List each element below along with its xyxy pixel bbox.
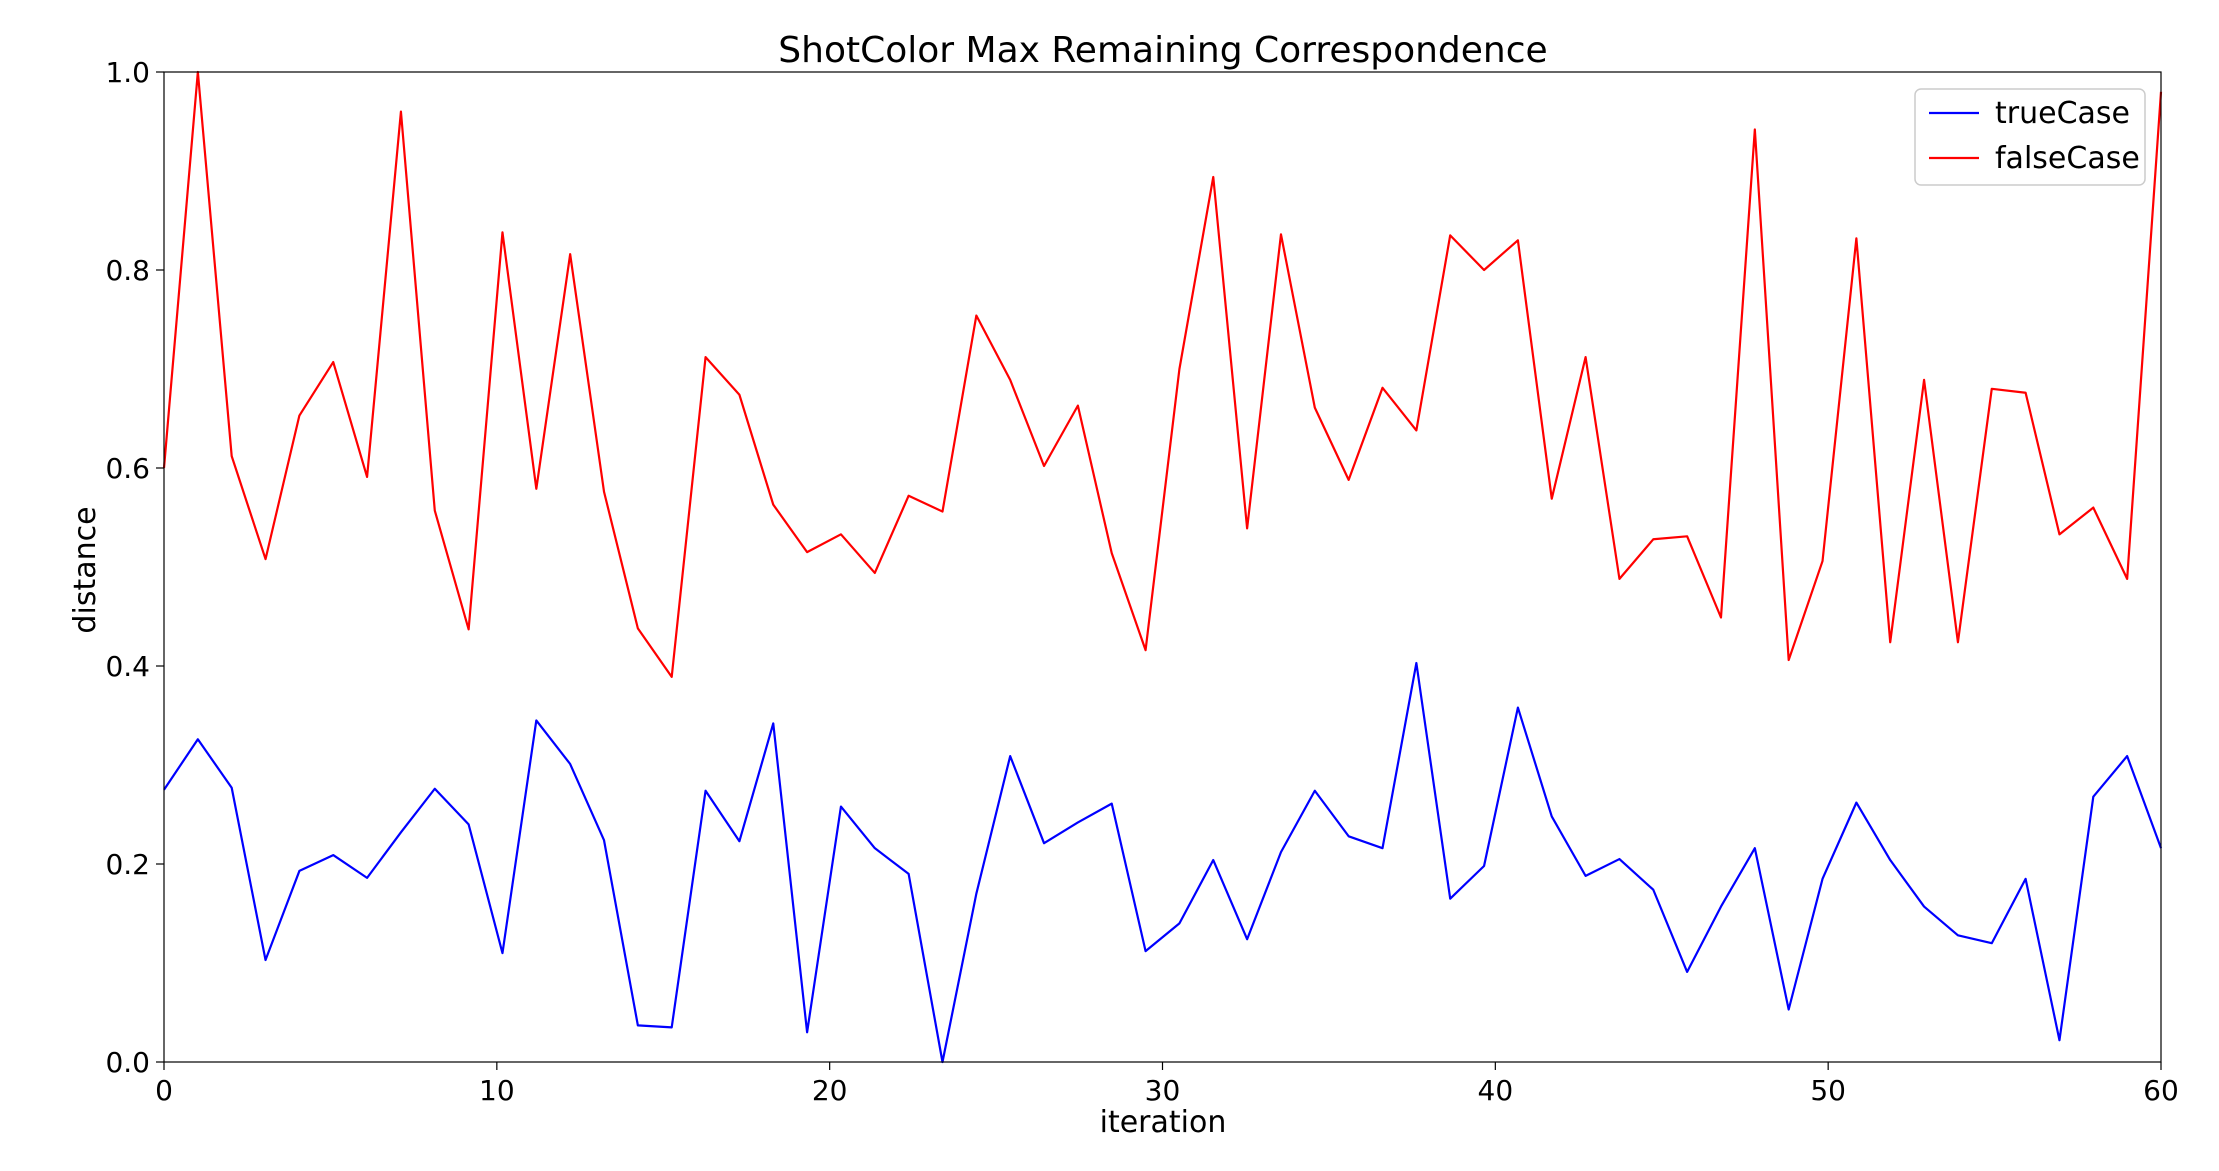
plot-frame — [163, 71, 2162, 1063]
y-tick-label: 0.6 — [105, 452, 150, 485]
plot-area — [162, 70, 2163, 1064]
y-tick-label: 0.4 — [105, 650, 150, 683]
x-axis: 0 10 20 30 40 50 60 — [155, 1062, 2179, 1107]
x-tick-label: 60 — [2143, 1074, 2179, 1107]
legend: trueCase falseCase — [1914, 88, 2146, 186]
y-tick-label: 0.2 — [105, 848, 150, 881]
x-tick-label: 0 — [155, 1074, 173, 1107]
series-line-falseCase — [162, 70, 2163, 678]
y-tick-label: 1.0 — [105, 56, 150, 89]
legend-label-falseCase: falseCase — [1995, 141, 2140, 176]
x-tick-label: 30 — [1145, 1074, 1181, 1107]
x-tick-label: 10 — [479, 1074, 515, 1107]
y-tick-label: 0.0 — [105, 1046, 150, 1079]
x-axis-label: iteration — [1100, 1105, 1227, 1140]
y-tick-label: 0.8 — [105, 254, 150, 287]
y-axis: 0.0 0.2 0.4 0.6 0.8 1.0 — [105, 56, 164, 1079]
x-tick-label: 50 — [1810, 1074, 1846, 1107]
series-line-trueCase — [163, 661, 2163, 1064]
legend-label-trueCase: trueCase — [1995, 96, 2130, 131]
chart-title: ShotColor Max Remaining Correspondence — [778, 30, 1547, 71]
x-tick-label: 40 — [1478, 1074, 1514, 1107]
y-axis-label: distance — [68, 506, 103, 633]
x-tick-label: 20 — [812, 1074, 848, 1107]
